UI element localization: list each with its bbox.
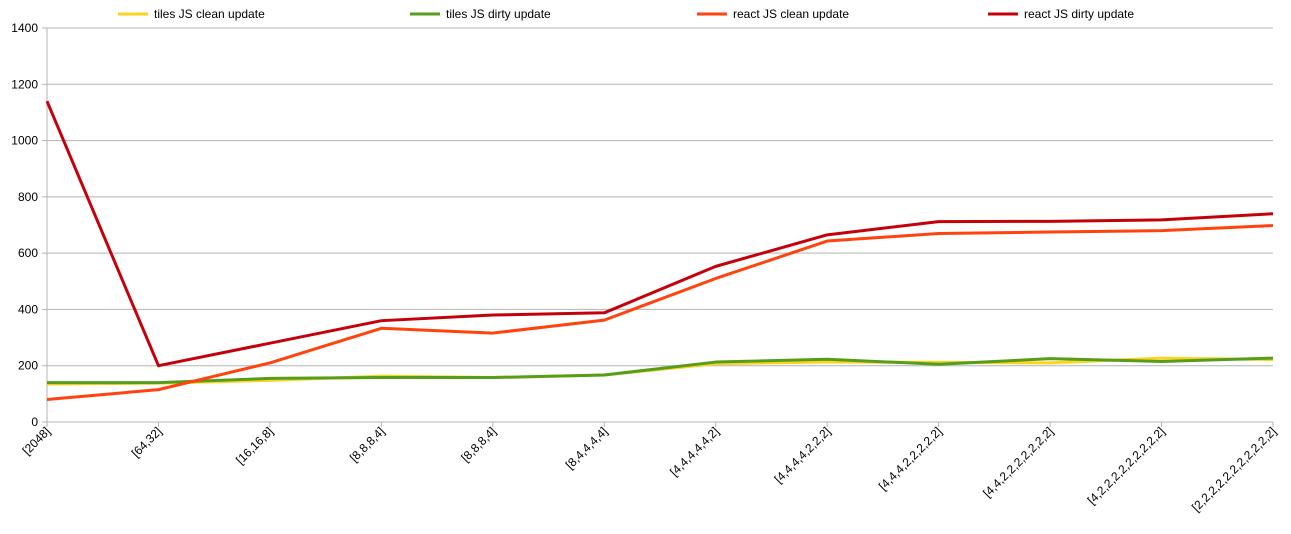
x-tick-label: [8,8,8,4] [458,424,499,465]
y-tick-label: 800 [18,190,38,204]
x-tick-label: [4,4,4,2,2,2,2,2] [876,424,945,493]
x-tick-label: [2048] [20,424,53,457]
legend-label: react JS clean update [733,7,849,21]
x-tick-label: [4,2,2,2,2,2,2,2,2,2] [1085,424,1168,507]
x-tick-label: [4,4,4,4,2,2,2] [772,424,834,486]
y-tick-label: 1000 [11,134,38,148]
legend-label: tiles JS clean update [154,7,265,21]
x-tick-label: [4,4,2,2,2,2,2,2,2] [980,424,1056,500]
y-tick-label: 1200 [11,77,38,91]
x-tick-label: [4,4,4,4,4,2] [667,424,722,479]
series-line [47,356,1274,385]
x-tick-label: [2,2,2,2,2,2,2,2,2,2,2] [1189,424,1279,514]
x-tick-label: [64,32] [129,424,165,460]
y-tick-label: 600 [18,246,38,260]
legend-label: react JS dirty update [1024,7,1134,21]
y-tick-label: 0 [31,415,38,429]
series-line [46,224,1274,401]
x-tick-label: [16,16,8] [233,424,276,467]
x-tick-label: [8,4,4,4,4] [563,424,611,472]
legend-label: tiles JS dirty update [446,7,551,21]
series-line [45,100,1274,368]
y-tick-label: 200 [18,359,38,373]
y-tick-label: 1400 [11,21,38,35]
y-tick-label: 400 [18,302,38,316]
x-tick-label: [8,8,8,4] [347,424,388,465]
